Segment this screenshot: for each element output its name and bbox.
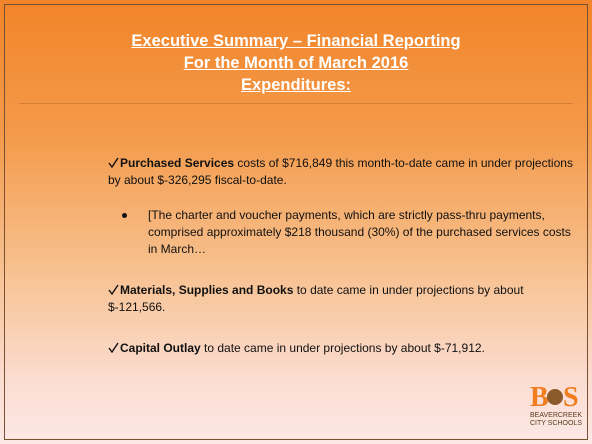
logo-letter: S xyxy=(563,382,579,413)
frame xyxy=(4,4,588,440)
item-text: costs of $716,849 this month-to-date cam… xyxy=(108,156,573,187)
item-text: to date came in under projections by abo… xyxy=(200,341,485,355)
title-box: Executive Summary – Financial Reporting … xyxy=(20,10,572,104)
body: Purchased Services costs of $716,849 thi… xyxy=(108,155,580,381)
check-icon xyxy=(108,284,119,296)
item-text: to date came in under projections by abo… xyxy=(108,283,524,314)
check-item: Purchased Services costs of $716,849 thi… xyxy=(108,155,580,189)
title-line: For the Month of March 2016 xyxy=(183,54,409,72)
check-item: Materials, Supplies and Books to date ca… xyxy=(108,282,580,316)
bullet-item: [The charter and voucher payments, which… xyxy=(122,207,580,258)
item-bold: Purchased Services xyxy=(120,156,235,170)
item-bold: Materials, Supplies and Books xyxy=(120,283,294,297)
logo: B S BEAVERCREEK CITY SCHOOLS xyxy=(530,382,582,427)
check-item: Capital Outlay to date came in under pro… xyxy=(108,340,580,357)
title-line: Executive Summary – Financial Reporting xyxy=(131,32,461,50)
logo-text: BEAVERCREEK xyxy=(530,412,582,419)
logo-icon xyxy=(547,389,563,405)
logo-letter: B xyxy=(530,382,549,413)
item-bold: Capital Outlay xyxy=(120,341,201,355)
logo-text: CITY SCHOOLS xyxy=(530,420,582,427)
check-icon xyxy=(108,342,119,354)
title-line: Expenditures: xyxy=(240,76,352,94)
check-icon xyxy=(108,157,119,169)
